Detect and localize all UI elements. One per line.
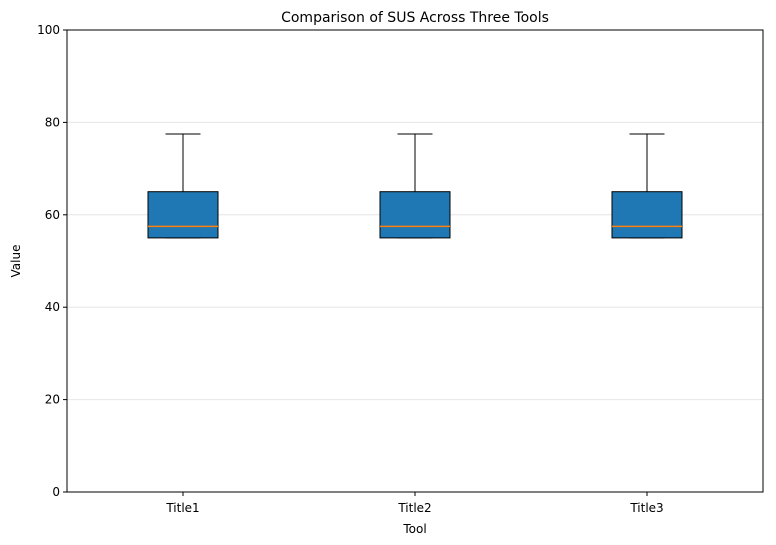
y-tick-label: 20 xyxy=(45,393,60,407)
chart-title: Comparison of SUS Across Three Tools xyxy=(281,10,549,26)
box-title2 xyxy=(379,133,451,239)
x-axis-label: Tool xyxy=(402,522,426,536)
y-tick-label: 100 xyxy=(37,23,60,37)
x-tick-label: Title1 xyxy=(165,501,199,515)
iqr-box xyxy=(379,191,451,239)
box-series xyxy=(147,133,683,239)
y-axis-label: Value xyxy=(9,245,23,278)
x-tick-label: Title2 xyxy=(397,501,431,515)
y-tick-label: 40 xyxy=(45,300,60,314)
axis-ticks: 0 20 40 60 80 100 Title1 Title2 Title3 xyxy=(37,23,664,515)
box-title1 xyxy=(147,133,219,239)
box-title3 xyxy=(611,133,683,239)
y-tick-label: 0 xyxy=(52,485,60,499)
iqr-box xyxy=(611,191,683,239)
y-tick-label: 80 xyxy=(45,115,60,129)
x-tick-label: Title3 xyxy=(629,501,663,515)
y-tick-label: 60 xyxy=(45,208,60,222)
iqr-box xyxy=(147,191,219,239)
